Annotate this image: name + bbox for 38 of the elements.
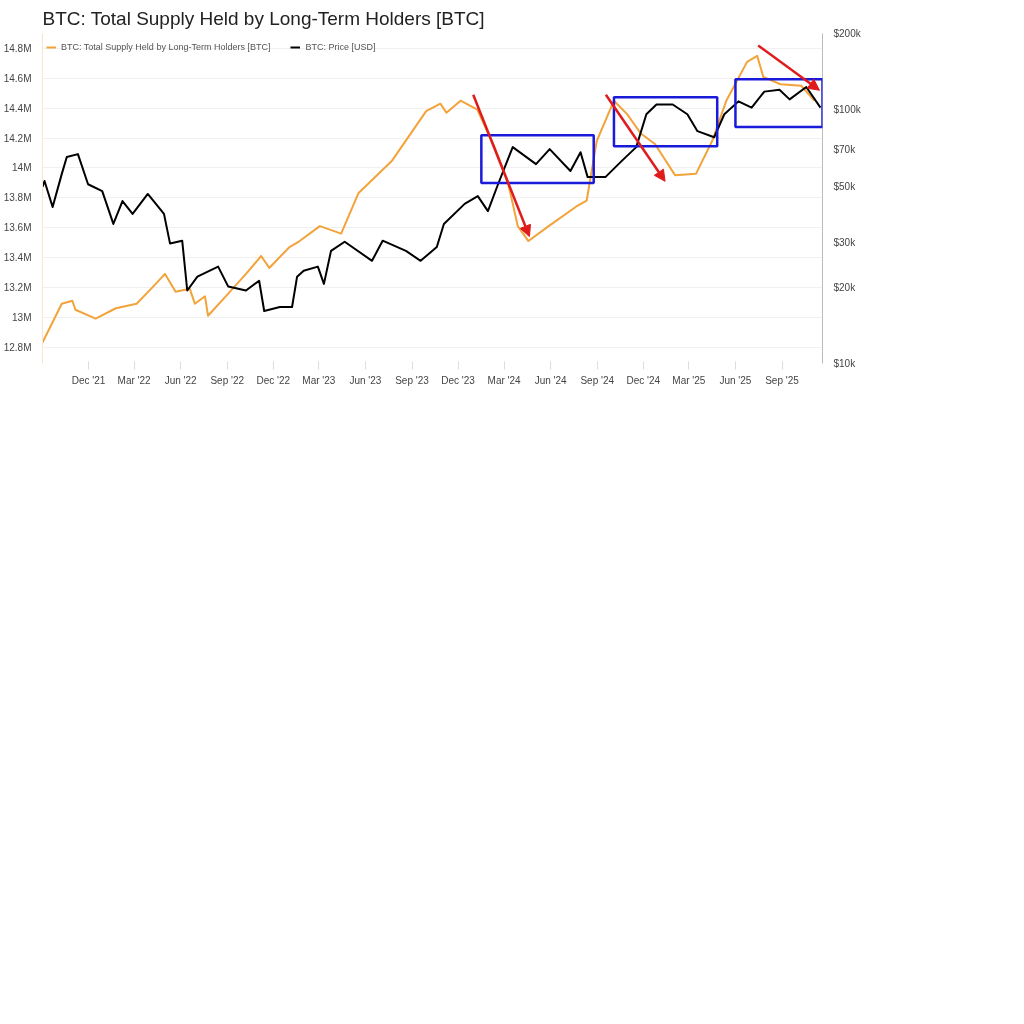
y-tick-label: 13.6M — [3, 222, 32, 234]
line-series — [42, 54, 816, 344]
y-tick-label: 14.4M — [3, 102, 32, 114]
y2-tick-label: $50k — [833, 180, 857, 192]
x-tick-label: Dec '22 — [256, 374, 291, 386]
y-tick-label: 14M — [12, 162, 32, 174]
y-tick-label: 14.8M — [3, 42, 32, 54]
x-tick-label: Dec '21 — [71, 374, 106, 386]
x-tick-label: Mar '22 — [117, 374, 152, 386]
x-tick-label: Sep '22 — [210, 374, 245, 386]
x-tick-label: Sep '24 — [580, 374, 615, 386]
x-tick-label: Jun '23 — [349, 374, 382, 386]
x-tick-label: Mar '25 — [672, 374, 706, 386]
x-tick-label: Sep '25 — [765, 374, 800, 386]
y2-tick-label: $100k — [833, 104, 862, 116]
y-tick-label: 12.8M — [3, 341, 32, 353]
y-tick-label: 14.6M — [3, 72, 32, 84]
x-tick-label: Mar '23 — [302, 374, 336, 386]
chart-title: BTC: Total Supply Held by Long-Term Holders [BTC] — [42, 7, 485, 29]
y2-tick-label: $70k — [833, 143, 857, 155]
legend-label: BTC: Price [USD] — [305, 42, 376, 52]
y2-tick-label: $20k — [833, 281, 857, 293]
x-tick-label: Sep '23 — [395, 374, 430, 386]
y2-tick-label: $10k — [833, 358, 857, 369]
y-tick-label: 13.8M — [3, 192, 32, 204]
x-tick-label: Jun '25 — [719, 374, 752, 386]
y-tick-label: 13.2M — [3, 281, 32, 293]
y2-tick-label: $30k — [833, 236, 857, 248]
y-tick-label: 13.4M — [3, 251, 32, 263]
x-tick-label: Dec '23 — [441, 374, 476, 386]
y-tick-label: 13M — [12, 311, 32, 323]
x-tick-label: Jun '22 — [164, 374, 198, 386]
x-tick-label: Dec '24 — [626, 374, 661, 386]
y2-tick-label: $200k — [833, 28, 862, 39]
legend-label: BTC: Total Supply Held by Long-Term Holders [BTC] — [61, 42, 271, 52]
x-tick-label: Jun '24 — [534, 374, 568, 386]
y-tick-label: 14.2M — [3, 132, 32, 144]
x-tick-label: Mar '24 — [487, 374, 522, 386]
